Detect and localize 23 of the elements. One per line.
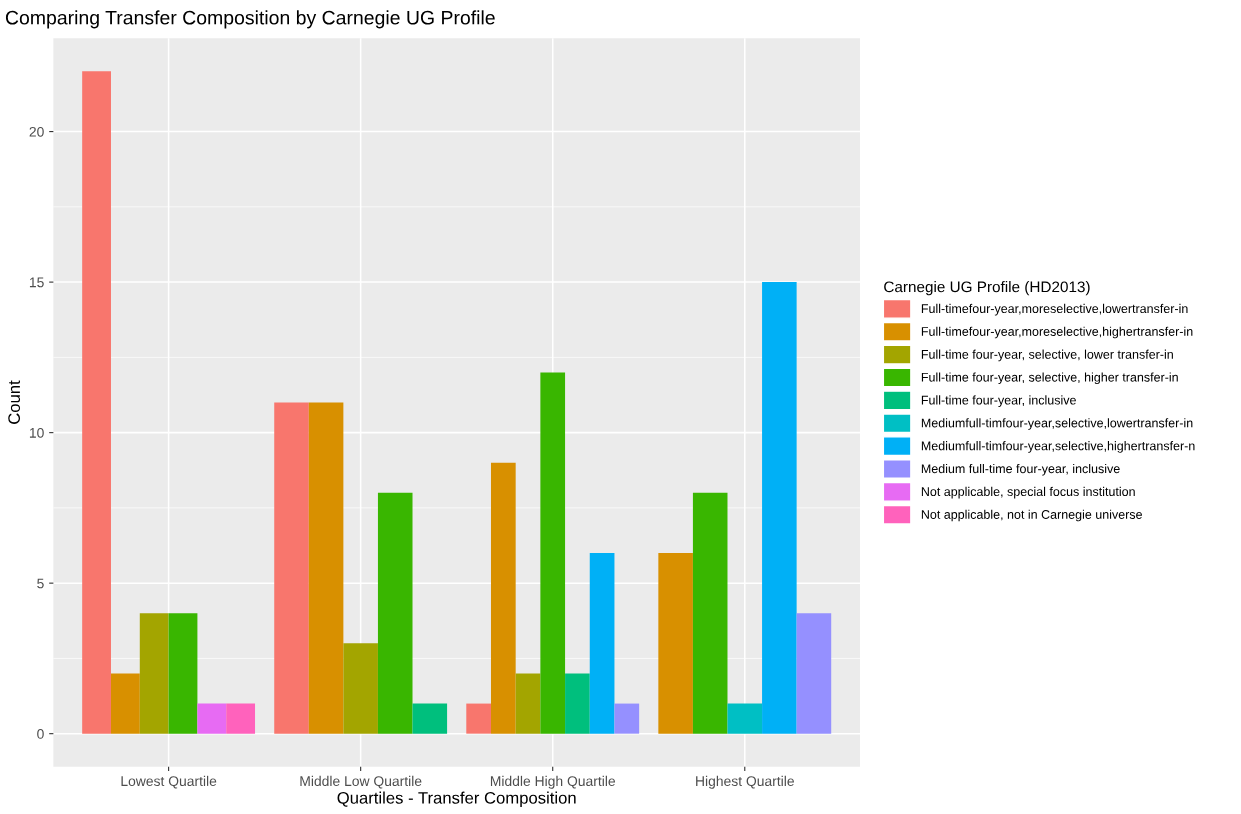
legend-label: Full-timefour-year,moreselective,lowertransfer-in (921, 303, 1188, 316)
x-tick-label: Middle High Quartile (490, 775, 616, 789)
legend-title: Carnegie UG Profile (HD2013) (884, 281, 1090, 296)
legend-label: Mediumfull-timfour-year,selective,lowertransfer-in (921, 418, 1193, 430)
chart-title: Comparing Transfer Composition by Carnegie UG Profile (5, 10, 495, 29)
legend-label: Medium full-time four-year, inclusive (921, 463, 1120, 476)
y-axis-title: Count (8, 380, 21, 424)
y-tick-label: 15 (29, 277, 44, 288)
legend-label: Not applicable, special focus institution (921, 486, 1135, 499)
x-tick-label: Middle Low Quartile (300, 775, 422, 789)
x-tick-label: Lowest Quartile (121, 775, 217, 789)
legend-label: Full-time four-year, selective, higher transfer-in (921, 372, 1178, 385)
legend-label: Mediumfull-timfour-year,selective,highertransfer-n (921, 441, 1195, 453)
legend-label: Full-time four-year, inclusive (921, 395, 1076, 407)
legend-label: Not applicable, not in Carnegie universe (921, 509, 1142, 522)
y-tick-label: 0 (37, 729, 44, 739)
y-tick-label: 20 (29, 126, 44, 137)
legend-label: Full-time four-year, selective, lower transfer-in (921, 349, 1173, 362)
x-axis-title: Quartiles - Transfer Composition (337, 791, 576, 808)
y-tick-label: 10 (29, 427, 44, 438)
x-tick-label: Highest Quartile (696, 775, 794, 789)
y-tick-label: 5 (37, 578, 44, 589)
legend-label: Full-timefour-year,moreselective,highertransfer-in (921, 326, 1193, 339)
